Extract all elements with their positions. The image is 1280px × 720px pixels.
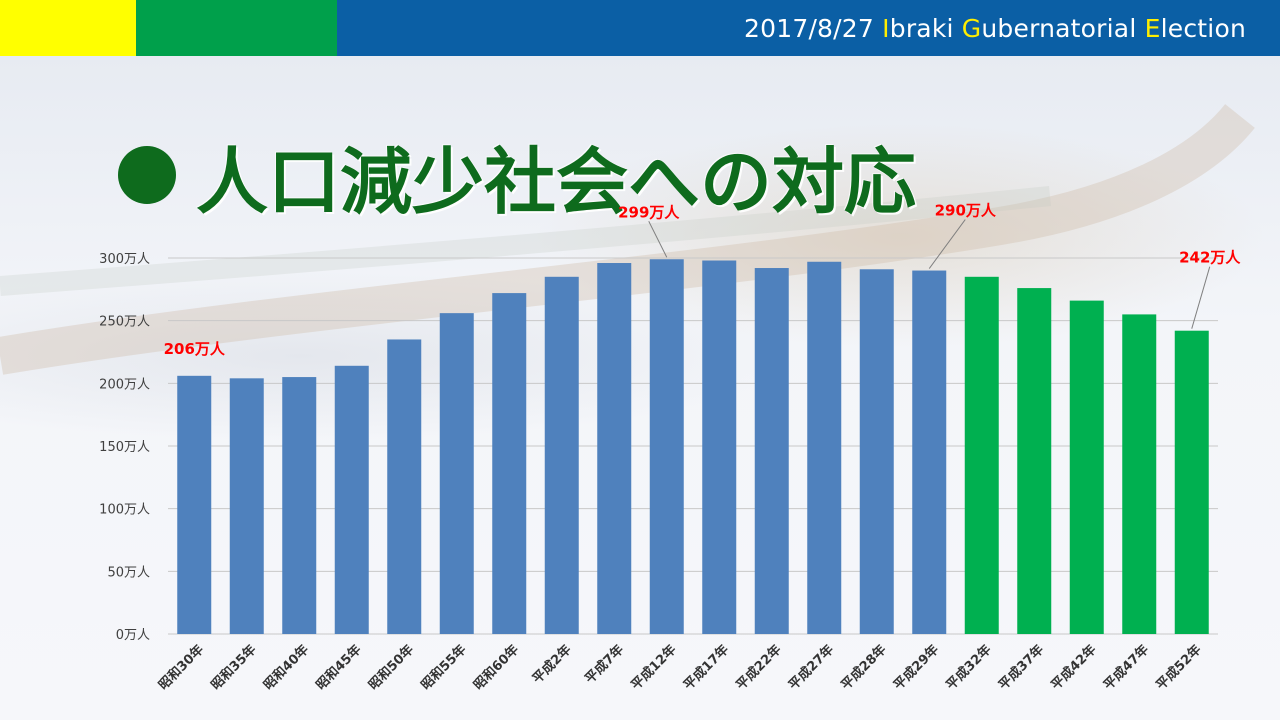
y-tick-label: 250万人 xyxy=(99,315,150,330)
data-label: 206万人 xyxy=(164,340,226,358)
x-tick-label: 昭和35年 xyxy=(208,642,260,694)
bar xyxy=(702,260,737,634)
y-tick-label: 0万人 xyxy=(116,628,150,643)
x-tick-label: 昭和40年 xyxy=(260,642,312,694)
x-tick-label: 平成7年 xyxy=(582,642,627,687)
x-tick-label: 平成17年 xyxy=(680,642,732,694)
header-blue-block xyxy=(337,0,1280,56)
bar xyxy=(1174,330,1209,634)
header-initial-g: G xyxy=(961,14,982,43)
x-tick-label: 平成52年 xyxy=(1153,642,1205,694)
y-tick-label: 300万人 xyxy=(99,252,150,267)
x-tick-label: 平成2年 xyxy=(529,642,574,687)
bar xyxy=(649,259,684,634)
data-label: 299万人 xyxy=(618,203,680,221)
bar xyxy=(439,313,474,634)
bar xyxy=(229,378,264,634)
x-tick-label: 昭和45年 xyxy=(313,642,365,694)
title-bullet-icon xyxy=(118,146,176,204)
bar xyxy=(807,261,842,634)
x-tick-label: 平成37年 xyxy=(995,642,1047,694)
data-label: 290万人 xyxy=(935,202,997,220)
bar xyxy=(387,339,422,634)
header-initial-e: E xyxy=(1144,14,1161,43)
x-tick-label: 平成47年 xyxy=(1100,642,1152,694)
header-yellow-block xyxy=(0,0,136,56)
data-label: 242万人 xyxy=(1179,249,1241,267)
x-tick-label: 平成28年 xyxy=(838,642,890,694)
x-tick-label: 昭和30年 xyxy=(155,642,207,694)
bar xyxy=(334,365,369,634)
bar xyxy=(1069,300,1104,634)
header-bar: 2017/8/27 Ibraki Gubernatorial Election xyxy=(0,0,1280,56)
y-tick-label: 200万人 xyxy=(99,377,150,392)
header-word-ibaraki: braki xyxy=(889,14,954,43)
photo-background xyxy=(0,56,1280,720)
slide-title: 人口減少社会への対応 xyxy=(118,125,916,225)
bar xyxy=(282,377,317,634)
bar xyxy=(859,269,894,634)
header-word-election: lection xyxy=(1160,14,1246,43)
header-word-gubernatorial: ubernatorial xyxy=(981,14,1137,43)
slide-title-text: 人口減少社会への対応 xyxy=(196,139,917,224)
x-tick-label: 昭和55年 xyxy=(418,642,470,694)
leader-line xyxy=(1191,266,1211,329)
x-tick-label: 平成27年 xyxy=(785,642,837,694)
bar xyxy=(177,375,212,634)
bar xyxy=(597,263,632,634)
header-date: 2017/8/27 xyxy=(744,14,875,43)
bar xyxy=(912,270,947,634)
x-tick-label: 平成42年 xyxy=(1048,642,1100,694)
y-tick-label: 50万人 xyxy=(107,565,150,580)
x-tick-label: 平成12年 xyxy=(628,642,680,694)
leader-line xyxy=(648,221,668,258)
x-tick-label: 昭和50年 xyxy=(365,642,417,694)
bar xyxy=(754,268,789,634)
bar xyxy=(1122,314,1157,634)
y-tick-label: 150万人 xyxy=(99,440,150,455)
x-tick-label: 平成32年 xyxy=(943,642,995,694)
x-tick-label: 平成29年 xyxy=(890,642,942,694)
header-title: 2017/8/27 Ibraki Gubernatorial Election xyxy=(744,14,1246,43)
bar xyxy=(544,276,579,634)
bar xyxy=(964,276,999,634)
background-path-decoration xyxy=(0,103,1255,375)
x-tick-label: 昭和60年 xyxy=(470,642,522,694)
bar xyxy=(492,293,527,634)
y-tick-label: 100万人 xyxy=(99,503,150,518)
x-tick-label: 平成22年 xyxy=(733,642,785,694)
header-initial-i: I xyxy=(882,14,890,43)
bar xyxy=(1017,288,1052,634)
header-green-block xyxy=(136,0,337,56)
leader-line xyxy=(928,219,966,269)
